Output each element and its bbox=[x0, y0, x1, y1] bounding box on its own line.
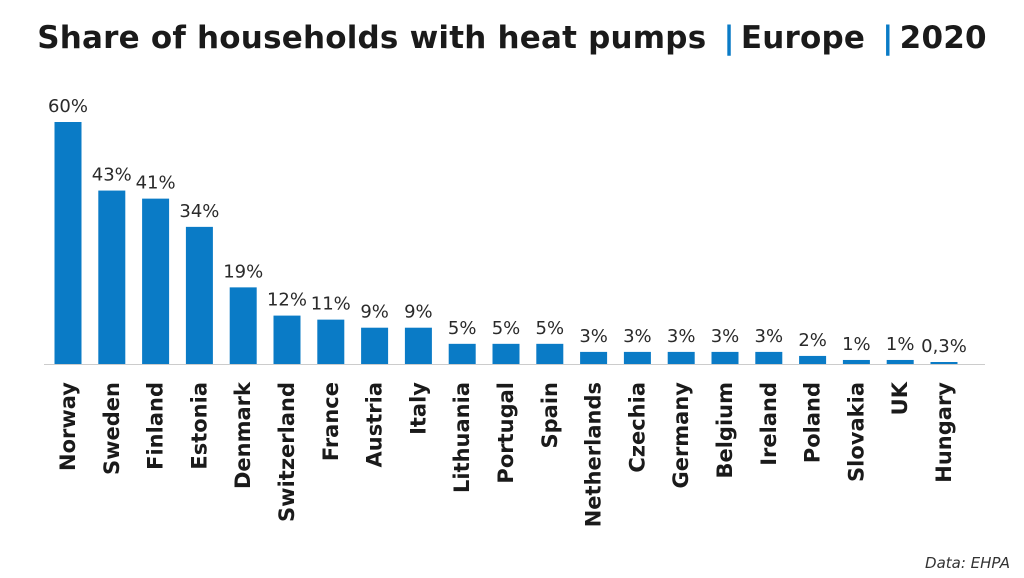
bar-hungary bbox=[930, 362, 958, 364]
bar-ireland bbox=[755, 351, 783, 364]
value-label: 3% bbox=[755, 326, 784, 347]
category-label: Netherlands bbox=[582, 382, 606, 527]
value-label: 9% bbox=[360, 302, 389, 323]
value-label: 5% bbox=[492, 318, 521, 339]
bar-italy bbox=[404, 327, 432, 364]
bar-czechia bbox=[623, 351, 651, 364]
category-label: Italy bbox=[406, 382, 430, 435]
bar-denmark bbox=[229, 287, 257, 364]
category-label: Poland bbox=[801, 382, 825, 463]
data-source: Data: EHPA bbox=[925, 554, 1010, 572]
category-label: Hungary bbox=[932, 382, 956, 483]
value-label: 11% bbox=[311, 294, 351, 315]
category-label: Lithuania bbox=[450, 382, 474, 493]
bar-slovakia bbox=[842, 359, 870, 364]
title-main: Share of households with heat pumps bbox=[37, 20, 707, 56]
category-label: Czechia bbox=[625, 382, 649, 473]
value-label: 3% bbox=[711, 326, 740, 347]
value-label: 2% bbox=[798, 330, 827, 351]
value-label: 12% bbox=[267, 290, 307, 311]
bar-finland bbox=[142, 198, 170, 364]
value-label: 43% bbox=[92, 165, 132, 186]
value-label: 5% bbox=[536, 318, 565, 339]
title-year: 2020 bbox=[899, 20, 987, 56]
value-label: 9% bbox=[404, 302, 433, 323]
bar-spain bbox=[536, 343, 564, 364]
value-label: 3% bbox=[623, 326, 652, 347]
category-label: Spain bbox=[538, 382, 562, 448]
category-label: Belgium bbox=[713, 382, 737, 479]
category-label: Sweden bbox=[100, 382, 124, 475]
value-label: 41% bbox=[136, 173, 176, 194]
category-label: Norway bbox=[56, 382, 80, 471]
value-label: 19% bbox=[223, 261, 263, 282]
bar-germany bbox=[667, 351, 695, 364]
value-label: 3% bbox=[667, 326, 696, 347]
bar-austria bbox=[361, 327, 389, 364]
bar-portugal bbox=[492, 343, 520, 364]
value-label: 60% bbox=[48, 96, 88, 117]
bar-lithuania bbox=[448, 343, 476, 364]
value-label: 34% bbox=[179, 201, 219, 222]
bar-france bbox=[317, 319, 345, 364]
category-label: Portugal bbox=[494, 382, 518, 484]
category-label: Switzerland bbox=[275, 382, 299, 522]
title-separator: | bbox=[723, 20, 735, 56]
category-label: Germany bbox=[669, 382, 693, 489]
category-label: Denmark bbox=[231, 381, 255, 489]
category-label: UK bbox=[888, 381, 912, 415]
bar-sweden bbox=[98, 190, 126, 364]
bar-switzerland bbox=[273, 315, 301, 364]
bar-belgium bbox=[711, 351, 739, 364]
bar-uk bbox=[886, 359, 914, 364]
category-label: France bbox=[319, 382, 343, 461]
title-separator: | bbox=[882, 20, 894, 56]
title-region: Europe bbox=[740, 20, 866, 56]
bar-norway bbox=[54, 122, 82, 364]
chart-title: Share of households with heat pumps | Eur… bbox=[0, 20, 1024, 56]
value-label: 0,3% bbox=[921, 336, 967, 357]
value-label: 1% bbox=[886, 334, 915, 355]
category-label: Ireland bbox=[757, 382, 781, 466]
bar-estonia bbox=[185, 226, 213, 364]
category-label: Estonia bbox=[187, 382, 211, 470]
category-label: Austria bbox=[363, 382, 387, 467]
bar-netherlands bbox=[580, 351, 608, 364]
bar-poland bbox=[799, 355, 827, 364]
value-label: 1% bbox=[842, 334, 871, 355]
value-label: 5% bbox=[448, 318, 477, 339]
category-label: Slovakia bbox=[844, 382, 868, 482]
category-label: Finland bbox=[144, 382, 168, 470]
value-label: 3% bbox=[579, 326, 608, 347]
